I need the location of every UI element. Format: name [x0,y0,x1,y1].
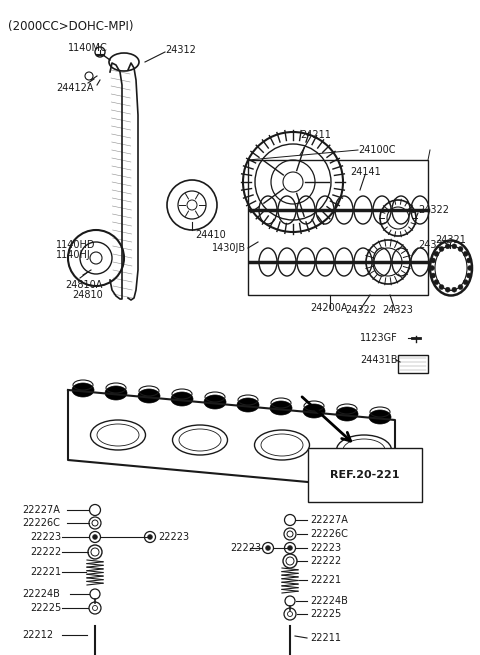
Circle shape [434,252,439,256]
Circle shape [445,244,450,249]
Ellipse shape [138,389,160,403]
Text: 24141: 24141 [350,167,381,177]
Circle shape [147,534,153,540]
Circle shape [434,280,439,285]
Bar [398,355,428,373]
Text: 22227A: 22227A [310,515,348,525]
Circle shape [458,246,463,252]
Text: 24323: 24323 [418,240,449,250]
Text: 24100C: 24100C [358,145,396,155]
Circle shape [439,284,444,290]
Text: REF.20-221: REF.20-221 [330,470,399,480]
Circle shape [430,265,434,271]
Text: 22225: 22225 [30,603,61,613]
Ellipse shape [303,404,325,418]
Circle shape [93,534,97,540]
Text: 22226C: 22226C [310,529,348,539]
Ellipse shape [369,410,391,424]
Text: 24312: 24312 [165,45,196,55]
Text: 24431B: 24431B [360,355,397,365]
Circle shape [463,252,468,256]
Text: 22226C: 22226C [22,518,60,528]
Text: 22221: 22221 [30,567,61,577]
Text: 24810A: 24810A [65,280,102,290]
Text: 22223: 22223 [310,543,341,553]
Text: 1430JB: 1430JB [212,243,246,253]
Ellipse shape [72,383,94,397]
Ellipse shape [237,398,259,412]
Text: 22223: 22223 [230,543,261,553]
Text: 22224B: 22224B [310,596,348,606]
Text: 22221: 22221 [310,575,341,585]
Text: 24323: 24323 [382,305,413,315]
Text: 22224B: 22224B [22,589,60,599]
Text: 24211: 24211 [300,130,331,140]
Text: 22223: 22223 [30,532,61,542]
Text: 22222: 22222 [30,547,61,557]
Text: 1140MC: 1140MC [68,43,108,53]
Text: (2000CC>DOHC-MPI): (2000CC>DOHC-MPI) [8,20,133,33]
Text: 24322: 24322 [345,305,376,315]
Ellipse shape [336,407,358,421]
Ellipse shape [270,401,292,415]
Text: 24321: 24321 [435,235,466,245]
Text: 24810: 24810 [72,290,103,300]
Circle shape [468,265,472,271]
Text: 22222: 22222 [310,556,341,566]
Text: 22225: 22225 [310,609,341,619]
Circle shape [265,546,271,550]
Circle shape [452,244,457,249]
Text: 22211: 22211 [310,633,341,643]
Circle shape [431,258,436,263]
Text: 22223: 22223 [158,532,189,542]
Text: 24410: 24410 [195,230,226,240]
Text: 24200A: 24200A [310,303,348,313]
Circle shape [288,546,292,550]
Text: 24322: 24322 [418,205,449,215]
Text: 1123GF: 1123GF [360,333,398,343]
Circle shape [463,280,468,285]
Circle shape [445,287,450,292]
Ellipse shape [171,392,193,406]
Text: 1140HD: 1140HD [56,240,96,250]
Circle shape [439,246,444,252]
Ellipse shape [105,386,127,400]
Text: 24412A: 24412A [56,83,94,93]
Bar [248,160,428,295]
Text: 22212: 22212 [22,630,53,640]
Circle shape [467,258,471,263]
Text: 1140HJ: 1140HJ [56,250,91,260]
Text: 22227A: 22227A [22,505,60,515]
Circle shape [458,284,463,290]
Circle shape [452,287,457,292]
Circle shape [467,273,471,278]
Ellipse shape [204,395,226,409]
Circle shape [431,273,436,278]
